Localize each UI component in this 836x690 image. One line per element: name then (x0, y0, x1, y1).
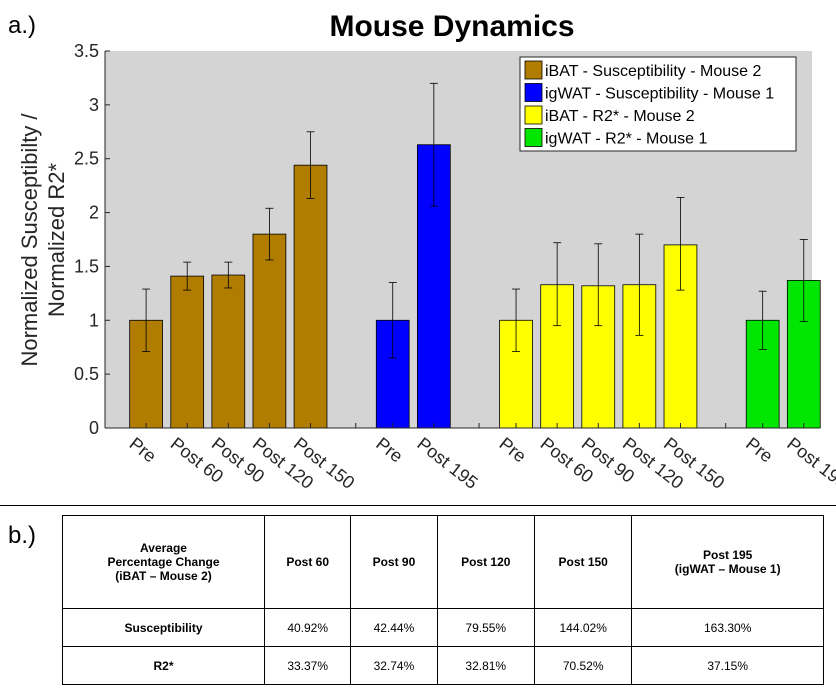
table-row: R2* 33.37% 32.74% 32.81% 70.52% 37.15% (61, 646, 824, 685)
y-tick-label: 3 (89, 95, 99, 115)
y-tick-label: 1.5 (74, 256, 99, 276)
panel-divider (0, 505, 836, 506)
x-tick-label: Pre (126, 433, 160, 466)
column-header: Post 90 (350, 514, 438, 610)
table-cell: 42.44% (350, 608, 438, 648)
legend-entry: igWAT - R2* - Mouse 1 (545, 131, 708, 148)
column-header: Post 60 (264, 514, 352, 610)
y-tick-label: 1 (89, 310, 99, 330)
bar (252, 233, 287, 429)
legend-swatch (524, 60, 543, 80)
row-label: Susceptibility (61, 608, 266, 648)
x-tick-label: Pre (372, 433, 406, 466)
legend-swatch (524, 105, 543, 125)
table-cell: 37.15% (631, 646, 824, 685)
row-label: R2* (61, 646, 266, 685)
legend-entry: igWAT - Susceptibility - Mouse 1 (545, 86, 774, 103)
y-tick-label: 3.5 (74, 41, 99, 61)
y-axis-label: Normalized R2* (44, 163, 69, 317)
legend-entry: iBAT - Susceptibility - Mouse 2 (545, 63, 761, 80)
corner-line: Average (140, 541, 187, 556)
panel-label-b: b.) (8, 522, 37, 549)
table-row: Susceptibility 40.92% 42.44% 79.55% 144.… (61, 608, 824, 648)
table-cell: 163.30% (631, 608, 824, 648)
corner-line: Percentage Change (107, 555, 220, 570)
bar (293, 164, 328, 429)
column-header: Post 150 (533, 514, 633, 610)
legend-box (519, 56, 797, 152)
table-cell: 79.55% (436, 608, 535, 648)
x-tick-label: Pre (742, 433, 776, 466)
y-axis-label: Normalized Susceptibilty / (17, 113, 42, 367)
table-header-row: Average Percentage Change (iBAT – Mouse … (61, 514, 824, 610)
chart-title: Mouse Dynamics (329, 10, 574, 43)
x-tick-label: Pre (496, 433, 530, 466)
table-corner-header: Average Percentage Change (iBAT – Mouse … (61, 514, 266, 610)
legend-entry: iBAT - R2* - Mouse 2 (545, 108, 695, 125)
bar (211, 274, 246, 429)
column-header: Post 195 (igWAT – Mouse 1) (631, 514, 824, 610)
table-cell: 33.37% (264, 646, 352, 685)
table-cell: 32.74% (350, 646, 438, 685)
table-cell: 40.92% (264, 608, 352, 648)
y-tick-label: 2 (89, 203, 99, 223)
y-tick-label: 2.5 (74, 149, 99, 169)
x-tick-label: Post 195 (413, 433, 481, 493)
y-tick-label: 0 (89, 418, 99, 438)
table-cell: 32.81% (436, 646, 535, 685)
bar (170, 275, 205, 429)
table-cell: 70.52% (533, 646, 633, 685)
column-header: Post 120 (436, 514, 535, 610)
y-tick-label: 0.5 (74, 364, 99, 384)
table-cell: 144.02% (533, 608, 633, 648)
x-tick-label: Post 195 (783, 433, 836, 493)
panel-label-a: a.) (8, 12, 37, 39)
percentage-change-table: Average Percentage Change (iBAT – Mouse … (61, 514, 824, 685)
corner-line: (iBAT – Mouse 2) (115, 569, 212, 584)
legend-swatch (524, 83, 543, 102)
legend-swatch (524, 128, 543, 147)
bar-chart: Mouse Dynamics 0 0.5 1 1.5 2 2.5 3 3.5 Normalized… (17, 10, 836, 493)
